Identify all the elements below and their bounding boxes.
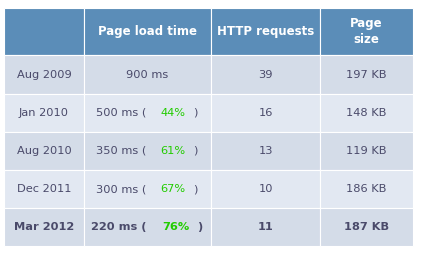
Text: Aug 2010: Aug 2010 [17, 146, 71, 156]
Bar [211, 132, 320, 170]
Text: 10: 10 [258, 184, 273, 194]
Bar [4, 94, 84, 132]
Text: 500 ms (: 500 ms ( [96, 108, 146, 118]
Bar [84, 208, 211, 246]
Text: 16: 16 [258, 108, 273, 118]
Bar [4, 208, 84, 246]
Bar [84, 8, 211, 55]
Bar [84, 55, 211, 94]
Bar [4, 132, 84, 170]
Text: 76%: 76% [162, 222, 189, 232]
Text: HTTP requests: HTTP requests [217, 25, 314, 38]
Text: 11: 11 [258, 222, 273, 232]
Text: 300 ms (: 300 ms ( [96, 184, 146, 194]
Text: 61%: 61% [161, 146, 186, 156]
Text: 67%: 67% [161, 184, 186, 194]
Bar [84, 170, 211, 208]
Bar [320, 8, 413, 55]
Text: 220 ms (: 220 ms ( [90, 222, 146, 232]
Bar [211, 8, 320, 55]
Text: ): ) [193, 108, 197, 118]
Bar [320, 170, 413, 208]
Text: 186 KB: 186 KB [347, 184, 387, 194]
Bar [211, 94, 320, 132]
Text: 900 ms: 900 ms [126, 70, 169, 79]
Text: 119 KB: 119 KB [346, 146, 387, 156]
Bar [84, 94, 211, 132]
Text: 197 KB: 197 KB [346, 70, 387, 79]
Bar [211, 170, 320, 208]
Text: 187 KB: 187 KB [344, 222, 389, 232]
Bar [320, 208, 413, 246]
Bar [4, 170, 84, 208]
Bar [320, 132, 413, 170]
Bar [211, 55, 320, 94]
Bar [211, 208, 320, 246]
Text: 350 ms (: 350 ms ( [96, 146, 146, 156]
Text: 148 KB: 148 KB [347, 108, 387, 118]
Text: ): ) [193, 146, 197, 156]
Bar [4, 55, 84, 94]
Text: 39: 39 [258, 70, 273, 79]
Bar [4, 8, 84, 55]
Text: Mar 2012: Mar 2012 [14, 222, 74, 232]
Text: Page load time: Page load time [98, 25, 197, 38]
Text: Aug 2009: Aug 2009 [17, 70, 71, 79]
Text: ): ) [193, 184, 197, 194]
Text: ): ) [197, 222, 203, 232]
Text: 44%: 44% [161, 108, 186, 118]
Text: Page
size: Page size [350, 17, 383, 46]
Text: Jan 2010: Jan 2010 [19, 108, 69, 118]
Text: Dec 2011: Dec 2011 [17, 184, 71, 194]
Bar [320, 55, 413, 94]
Bar [320, 94, 413, 132]
Text: 13: 13 [258, 146, 273, 156]
Bar [84, 132, 211, 170]
